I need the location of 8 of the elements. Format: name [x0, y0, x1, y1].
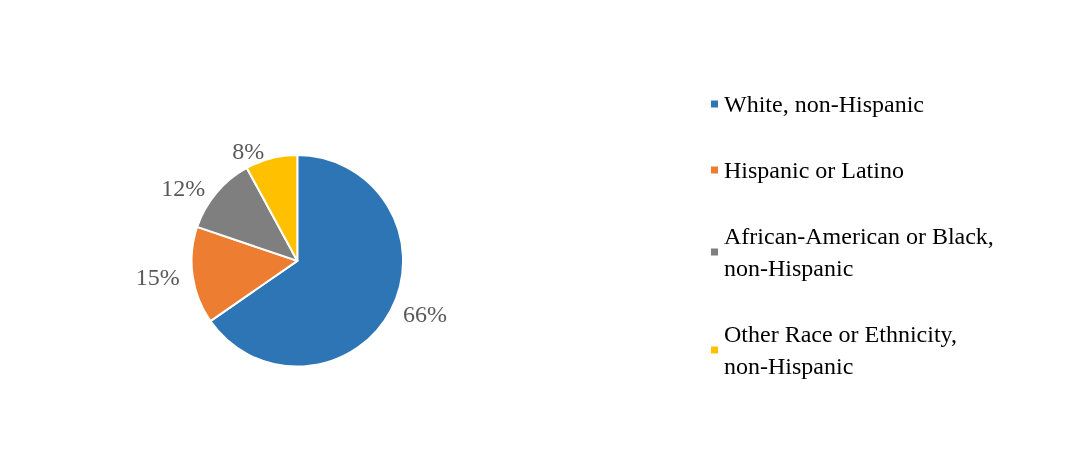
data-label: 8%	[232, 137, 265, 164]
data-label: 15%	[135, 263, 180, 290]
legend-label: African-American or Black, non-Hispanic	[724, 223, 1000, 281]
legend-label: Other Race or Ethnicity, non-Hispanic	[724, 321, 964, 379]
data-label: 12%	[161, 174, 206, 201]
legend-label: White, non-Hispanic	[724, 91, 924, 117]
data-label: 66%	[403, 300, 448, 327]
legend-label: Hispanic or Latino	[724, 157, 904, 183]
